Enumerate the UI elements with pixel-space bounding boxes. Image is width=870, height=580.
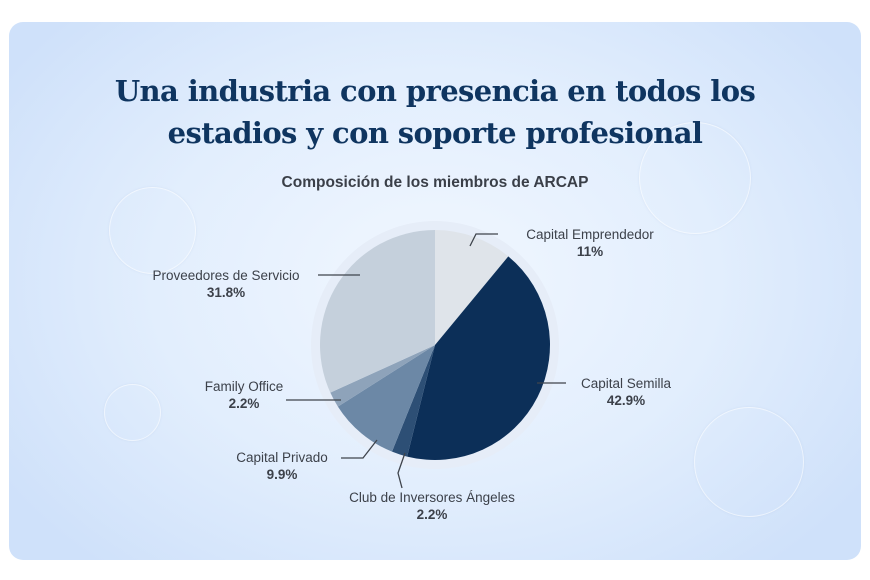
label-name: Family Office [204,379,284,394]
label-percent: 42.9% [606,393,646,408]
label-club-angeles: Club de Inversores Ángeles 2.2% [322,489,542,523]
label-family-office: Family Office 2.2% [194,378,294,412]
label-proveedores: Proveedores de Servicio 31.8% [136,267,316,301]
pie-slice-capital-semilla [407,256,550,460]
infographic-card: Una industria con presencia en todos los… [9,22,861,560]
decorative-circle [104,384,161,441]
label-capital-emprendedor: Capital Emprendedor 11% [500,226,680,260]
leader-line-capital-privado [341,439,378,459]
title-line-2: estadios y con soporte profesional [167,116,703,150]
label-name: Capital Emprendedor [526,227,654,242]
chart-title: Composición de los miembros de ARCAP [281,174,589,191]
label-percent: 9.9% [266,467,298,482]
label-name: Proveedores de Servicio [152,268,300,283]
label-capital-semilla: Capital Semilla 42.9% [566,375,686,409]
pie-slice-capital-privado [337,345,435,452]
label-percent: 2.2% [416,507,448,522]
label-percent: 11% [576,244,604,259]
decorative-circle [639,122,751,234]
pie-slice-capital-emprendedor [435,230,509,345]
label-name: Capital Privado [236,450,328,465]
decorative-circle [694,407,804,517]
pie-slice-proveedores [319,230,435,393]
label-capital-privado: Capital Privado 9.9% [222,449,342,483]
leader-line-club-angeles [397,452,406,489]
pie-slices [319,230,550,460]
label-name: Capital Semilla [580,376,672,391]
decorative-circle [109,187,196,274]
label-percent: 2.2% [228,396,260,411]
label-name: Club de Inversores Ángeles [349,490,515,505]
page-title: Una industria con presencia en todos los… [9,70,861,154]
label-percent: 31.8% [206,285,246,300]
pie-slice-club-angeles [391,345,435,457]
title-line-1: Una industria con presencia en todos los [114,74,756,108]
pie-slice-family-office [330,345,435,407]
leader-line-capital-emprendedor [469,233,498,247]
leader-lines [286,233,566,489]
